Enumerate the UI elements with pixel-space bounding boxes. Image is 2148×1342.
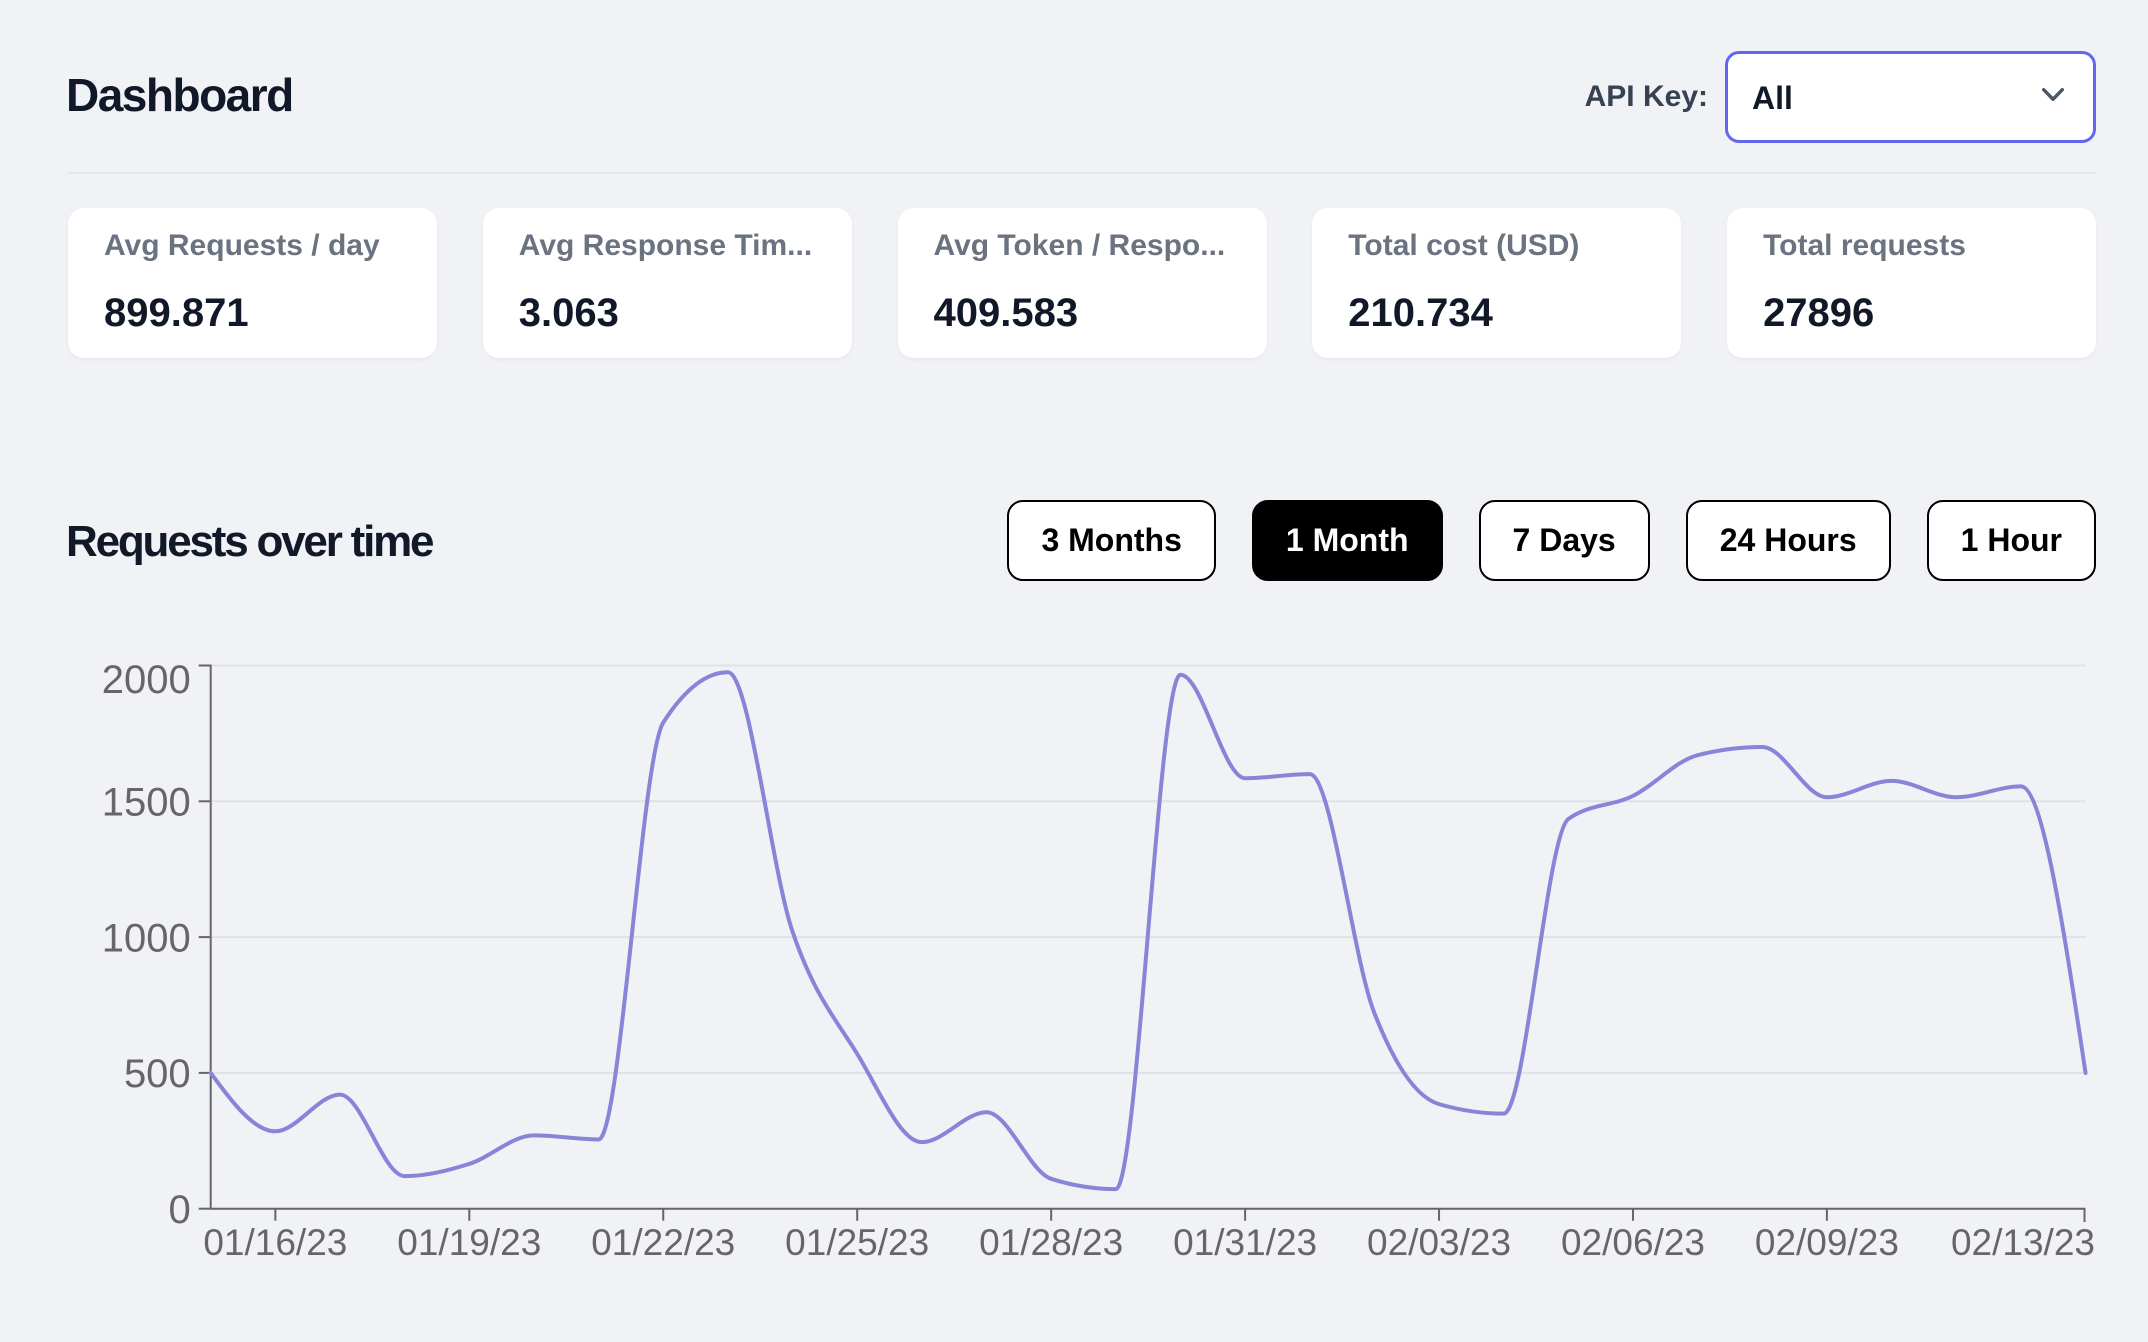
svg-text:02/09/23: 02/09/23 <box>1755 1222 1899 1263</box>
svg-text:1500: 1500 <box>102 781 191 825</box>
svg-text:01/25/23: 01/25/23 <box>785 1222 929 1263</box>
svg-text:01/16/23: 01/16/23 <box>203 1222 347 1263</box>
svg-text:500: 500 <box>124 1052 191 1096</box>
svg-text:01/22/23: 01/22/23 <box>591 1222 735 1263</box>
svg-text:0: 0 <box>168 1188 190 1232</box>
svg-text:01/31/23: 01/31/23 <box>1173 1222 1317 1263</box>
svg-text:02/13/23: 02/13/23 <box>1951 1222 2095 1263</box>
svg-text:1000: 1000 <box>102 916 191 960</box>
svg-text:02/06/23: 02/06/23 <box>1561 1222 1705 1263</box>
svg-text:02/03/23: 02/03/23 <box>1367 1222 1511 1263</box>
svg-text:2000: 2000 <box>102 658 191 702</box>
svg-text:01/28/23: 01/28/23 <box>979 1222 1123 1263</box>
svg-text:01/19/23: 01/19/23 <box>397 1222 541 1263</box>
